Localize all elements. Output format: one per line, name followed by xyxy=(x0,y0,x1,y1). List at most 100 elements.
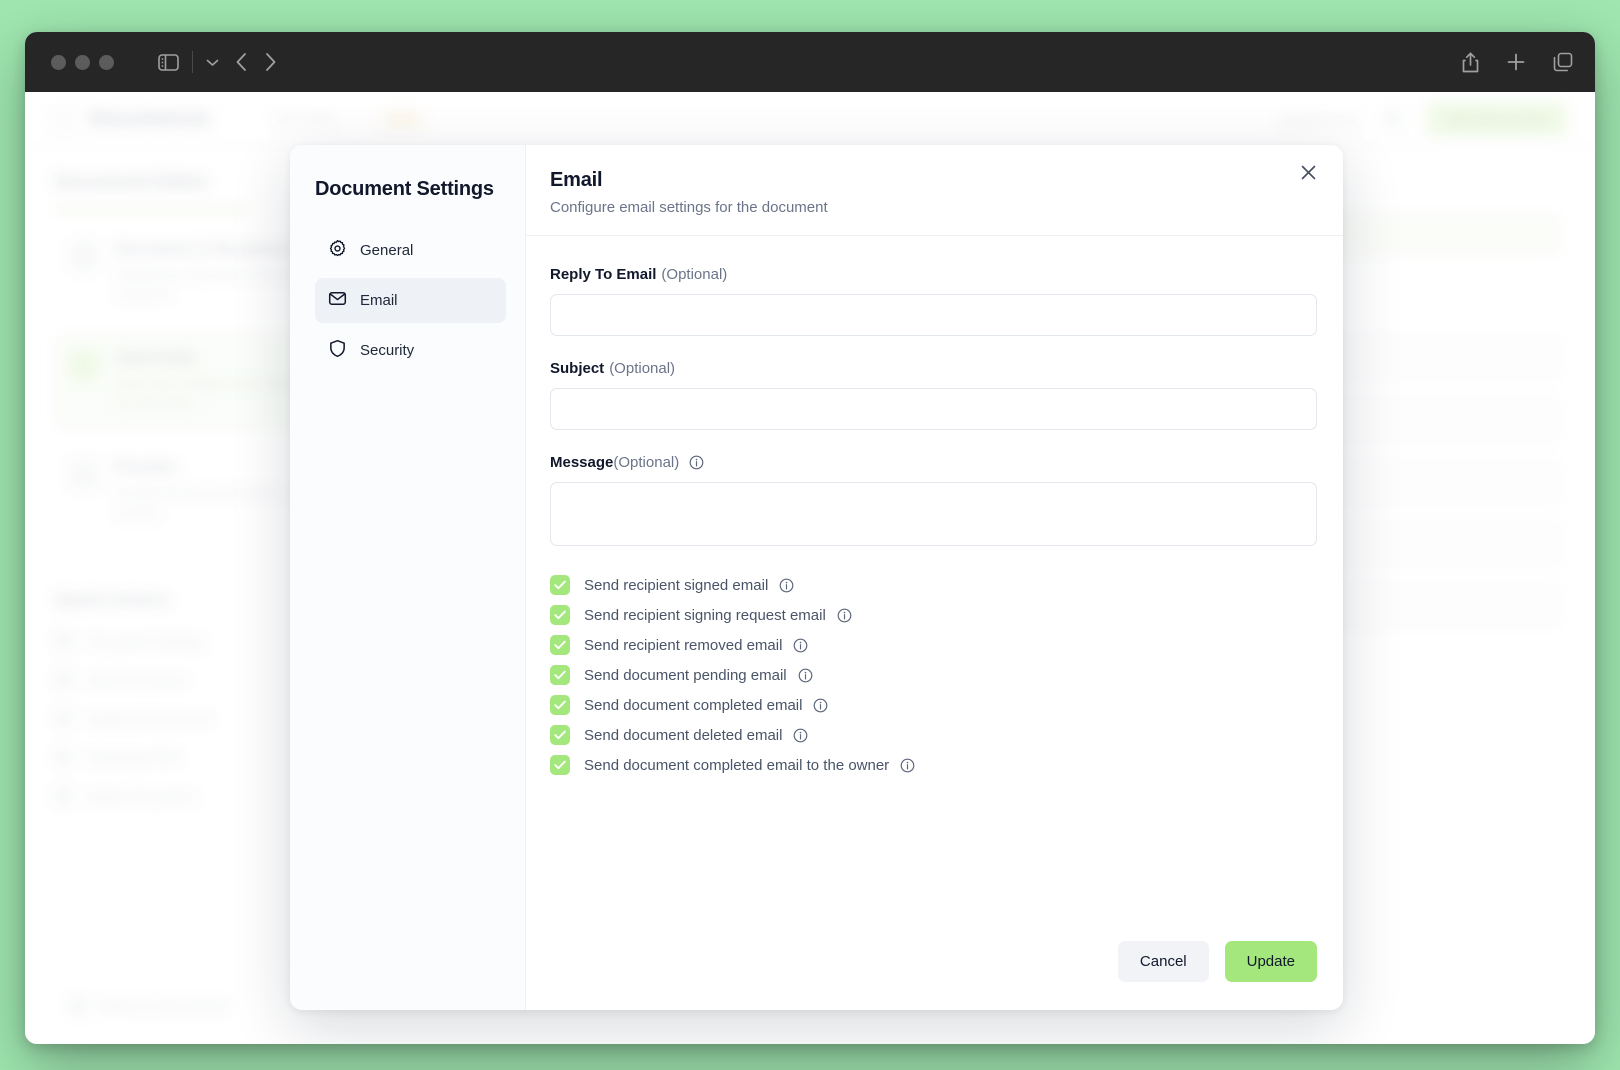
dialog-sidebar: Document Settings General Ema xyxy=(290,145,526,1010)
message-textarea[interactable] xyxy=(550,482,1317,546)
quick-action-download-pdf[interactable]: Download PDF xyxy=(55,749,555,766)
label-text: Message xyxy=(550,454,614,471)
quick-action-duplicate-document[interactable]: Duplicate Document xyxy=(55,710,555,727)
reply-to-email-label: Reply To Email (Optional) xyxy=(550,266,1317,283)
quick-action-label: Duplicate Document xyxy=(86,710,213,727)
checkbox-checked-icon[interactable] xyxy=(550,635,570,655)
document-title: Title Here xyxy=(271,110,336,127)
checkbox-label: Send recipient signing request email xyxy=(584,606,826,624)
info-icon[interactable] xyxy=(900,758,915,773)
plus-icon[interactable] xyxy=(1507,53,1525,71)
step-name: Document & Recipients xyxy=(115,241,295,258)
quick-action-document-settings[interactable]: Document Settings xyxy=(55,632,555,649)
optional-tag: (Optional) xyxy=(661,266,728,283)
checkbox-row-send-document-completed-email-to-the-owner[interactable]: Send document completed email to the own… xyxy=(550,755,1317,775)
checkbox-row-send-recipient-signed-email[interactable]: Send recipient signed email xyxy=(550,575,1317,595)
fields-icon xyxy=(69,350,99,380)
copy-icon xyxy=(55,710,72,727)
toolbar-divider xyxy=(192,51,193,73)
dialog-title: Document Settings xyxy=(315,178,494,200)
info-icon[interactable] xyxy=(793,728,808,743)
checkbox-row-send-recipient-removed-email[interactable]: Send recipient removed email xyxy=(550,635,1317,655)
quick-action-label: Send Document xyxy=(86,671,187,688)
checkbox-label: Send document pending email xyxy=(584,666,787,684)
update-button[interactable]: Update xyxy=(1224,941,1317,982)
back-arrow-icon[interactable] xyxy=(235,52,247,72)
checkbox-checked-icon[interactable] xyxy=(550,695,570,715)
checkbox-checked-icon[interactable] xyxy=(550,605,570,625)
info-icon[interactable] xyxy=(689,455,704,470)
progress-bar xyxy=(55,207,245,211)
sidebar-item-security[interactable]: Security xyxy=(315,328,506,373)
info-icon[interactable] xyxy=(837,608,852,623)
cancel-button[interactable]: Cancel xyxy=(1117,941,1209,982)
checkbox-label: Send recipient removed email xyxy=(584,636,783,654)
quick-actions-title: Quick Actions xyxy=(55,590,169,609)
maximize-window-button[interactable] xyxy=(99,54,114,70)
step-desc: Upload your document and add recipients xyxy=(115,267,297,302)
minimize-window-button[interactable] xyxy=(75,54,90,70)
dialog-panel-header: Email Configure email settings for the d… xyxy=(526,145,1343,236)
info-icon[interactable] xyxy=(793,638,808,653)
checkbox-checked-icon[interactable] xyxy=(550,575,570,595)
dialog-panel-body: Reply To Email (Optional) Subject (Optio… xyxy=(526,236,1343,941)
return-to-documents-link[interactable]: Return to documents xyxy=(69,997,228,1014)
checkbox-label: Send document deleted email xyxy=(584,726,783,744)
step-name: Preview xyxy=(115,459,176,476)
sidebar-item-email[interactable]: Email xyxy=(315,278,506,323)
checkbox-checked-icon[interactable] xyxy=(550,725,570,745)
step-card[interactable]: Document & Recipients Upload your docume… xyxy=(55,225,555,320)
checkbox-row-send-recipient-signing-request-email[interactable]: Send recipient signing request email xyxy=(550,605,1317,625)
sidebar-toggle-icon[interactable] xyxy=(158,53,179,71)
dialog-footer: Cancel Update xyxy=(526,941,1343,1010)
quick-action-delete-document[interactable]: Delete Document xyxy=(55,788,555,805)
dialog-main-panel: Email Configure email settings for the d… xyxy=(526,145,1343,1010)
settings-gear-icon[interactable] xyxy=(1383,110,1401,127)
gear-icon xyxy=(55,632,72,649)
info-icon[interactable] xyxy=(798,668,813,683)
subject-label: Subject (Optional) xyxy=(550,360,1317,377)
send-icon xyxy=(55,671,72,688)
send-document-button[interactable]: Send Document xyxy=(1426,101,1567,136)
attachments-link[interactable]: Attachments xyxy=(1279,110,1358,127)
checkbox-label: Send document completed email xyxy=(584,696,803,714)
checkbox-label: Send document completed email to the own… xyxy=(584,756,890,774)
share-icon[interactable] xyxy=(1462,52,1479,73)
checkbox-row-send-document-pending-email[interactable]: Send document pending email xyxy=(550,665,1317,685)
chevron-down-icon[interactable] xyxy=(206,58,219,67)
quick-action-label: Document Settings xyxy=(86,632,205,649)
sidebar-item-label: General xyxy=(360,242,414,259)
label-text: Subject xyxy=(550,360,605,377)
close-icon[interactable] xyxy=(1295,159,1321,185)
reply-to-email-input[interactable] xyxy=(550,294,1317,336)
sidebar-item-general[interactable]: General xyxy=(315,228,506,273)
tab-overview-icon[interactable] xyxy=(1553,52,1573,72)
subject-input[interactable] xyxy=(550,388,1317,430)
brand-logo-icon xyxy=(53,107,75,130)
window-traffic-lights[interactable] xyxy=(51,54,114,70)
email-notification-options: Send recipient signed email Send recipie… xyxy=(550,575,1317,775)
download-icon xyxy=(55,749,72,766)
sidebar-item-label: Security xyxy=(360,342,415,359)
document-settings-dialog: Document Settings General Ema xyxy=(290,145,1343,1010)
quick-action-label: Delete Document xyxy=(86,788,195,805)
label-text: Reply To Email xyxy=(550,266,657,283)
preview-icon xyxy=(69,459,99,489)
step-card[interactable]: Preview Preview the document before send… xyxy=(55,443,555,538)
subject-block: Subject (Optional) xyxy=(550,360,1317,430)
quick-action-send-document[interactable]: Send Document xyxy=(55,671,555,688)
info-icon[interactable] xyxy=(779,578,794,593)
checkbox-checked-icon[interactable] xyxy=(550,755,570,775)
browser-window: Documenso Title Here Draft Attachments S… xyxy=(25,32,1595,1044)
panel-subheading: Configure email settings for the documen… xyxy=(550,199,828,216)
close-window-button[interactable] xyxy=(51,54,66,70)
step-desc: Place and configure form fields in the d… xyxy=(115,376,308,411)
checkbox-row-send-document-completed-email[interactable]: Send document completed email xyxy=(550,695,1317,715)
checkbox-row-send-document-deleted-email[interactable]: Send document deleted email xyxy=(550,725,1317,745)
checkbox-label: Send recipient signed email xyxy=(584,576,769,594)
checkbox-checked-icon[interactable] xyxy=(550,665,570,685)
info-icon[interactable] xyxy=(813,698,828,713)
step-desc: Preview the document before sending xyxy=(115,485,285,520)
forward-arrow-icon[interactable] xyxy=(265,52,277,72)
reply-to-email-block: Reply To Email (Optional) xyxy=(550,266,1317,336)
